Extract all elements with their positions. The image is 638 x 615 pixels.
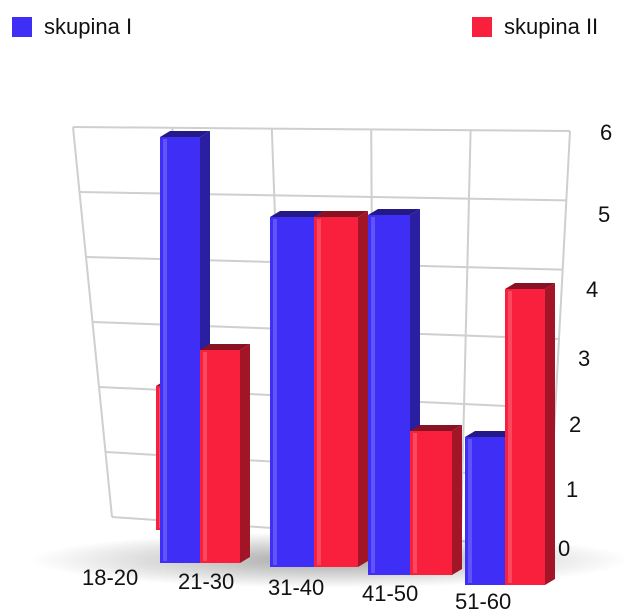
bar-highlight [508,291,512,583]
legend-item-series-1: skupina I [12,14,132,40]
bar-41-50-2 [410,425,462,575]
bar-top [410,425,462,431]
bar-front [410,431,452,575]
y-tick-label: 3 [578,346,590,371]
gridline-vertical [459,130,472,542]
x-tick-label: 31-40 [268,575,324,600]
tick-labels: 0 1 2 3 4 5 6 18-20 21-30 31-40 41-50 51-60 [82,120,612,614]
bar-front [314,217,358,567]
bar-top [270,211,324,217]
bar-highlight [413,433,417,573]
legend-label-series-2: skupina II [504,14,599,39]
bar-front [270,217,314,567]
x-tick-label: 41-50 [362,581,418,606]
y-tick-label: 5 [598,202,610,227]
y-tick-label: 4 [586,277,598,302]
bar-top [465,431,515,437]
bar-side [358,211,368,567]
bar-side [452,425,462,575]
bars [156,131,555,585]
legend-item-series-2: skupina II [472,14,598,40]
bar-side [240,344,250,563]
bar-top [200,344,250,350]
bar-highlight [273,219,277,565]
bar-51-60-2 [505,283,555,585]
gridline-vertical [72,126,113,518]
y-tick-label: 0 [558,536,570,561]
legend-swatch-series-1 [12,17,32,37]
bar-top [505,283,555,289]
bar-side [545,283,555,585]
bar-highlight [371,217,375,573]
bar-41-50-1 [368,209,420,575]
x-tick-label: 21-30 [178,569,234,594]
legend-label-series-1: skupina I [44,14,133,39]
gridline-horizontal [79,191,567,202]
x-tick-label: 51-60 [455,589,511,614]
bar-top [160,131,210,137]
x-tick-label: 18-20 [82,565,138,590]
bar-highlight [317,219,321,565]
bar-front [200,350,240,563]
bar-front [465,437,505,585]
bar-front [505,289,545,585]
y-tick-label: 6 [600,120,612,145]
bar-highlight [203,352,207,561]
gridline-horizontal [72,126,571,132]
y-tick-label: 1 [566,477,578,502]
bar-front [368,215,410,575]
bar-highlight [163,139,167,561]
bar-21-30-2 [200,344,250,563]
bar-front [160,137,200,563]
legend-swatch-series-2 [472,17,492,37]
bar-top [368,209,420,215]
bar-31-40-2 [314,211,368,567]
bar-top [314,211,368,217]
y-tick-label: 2 [569,412,581,437]
bar-highlight [468,439,472,583]
